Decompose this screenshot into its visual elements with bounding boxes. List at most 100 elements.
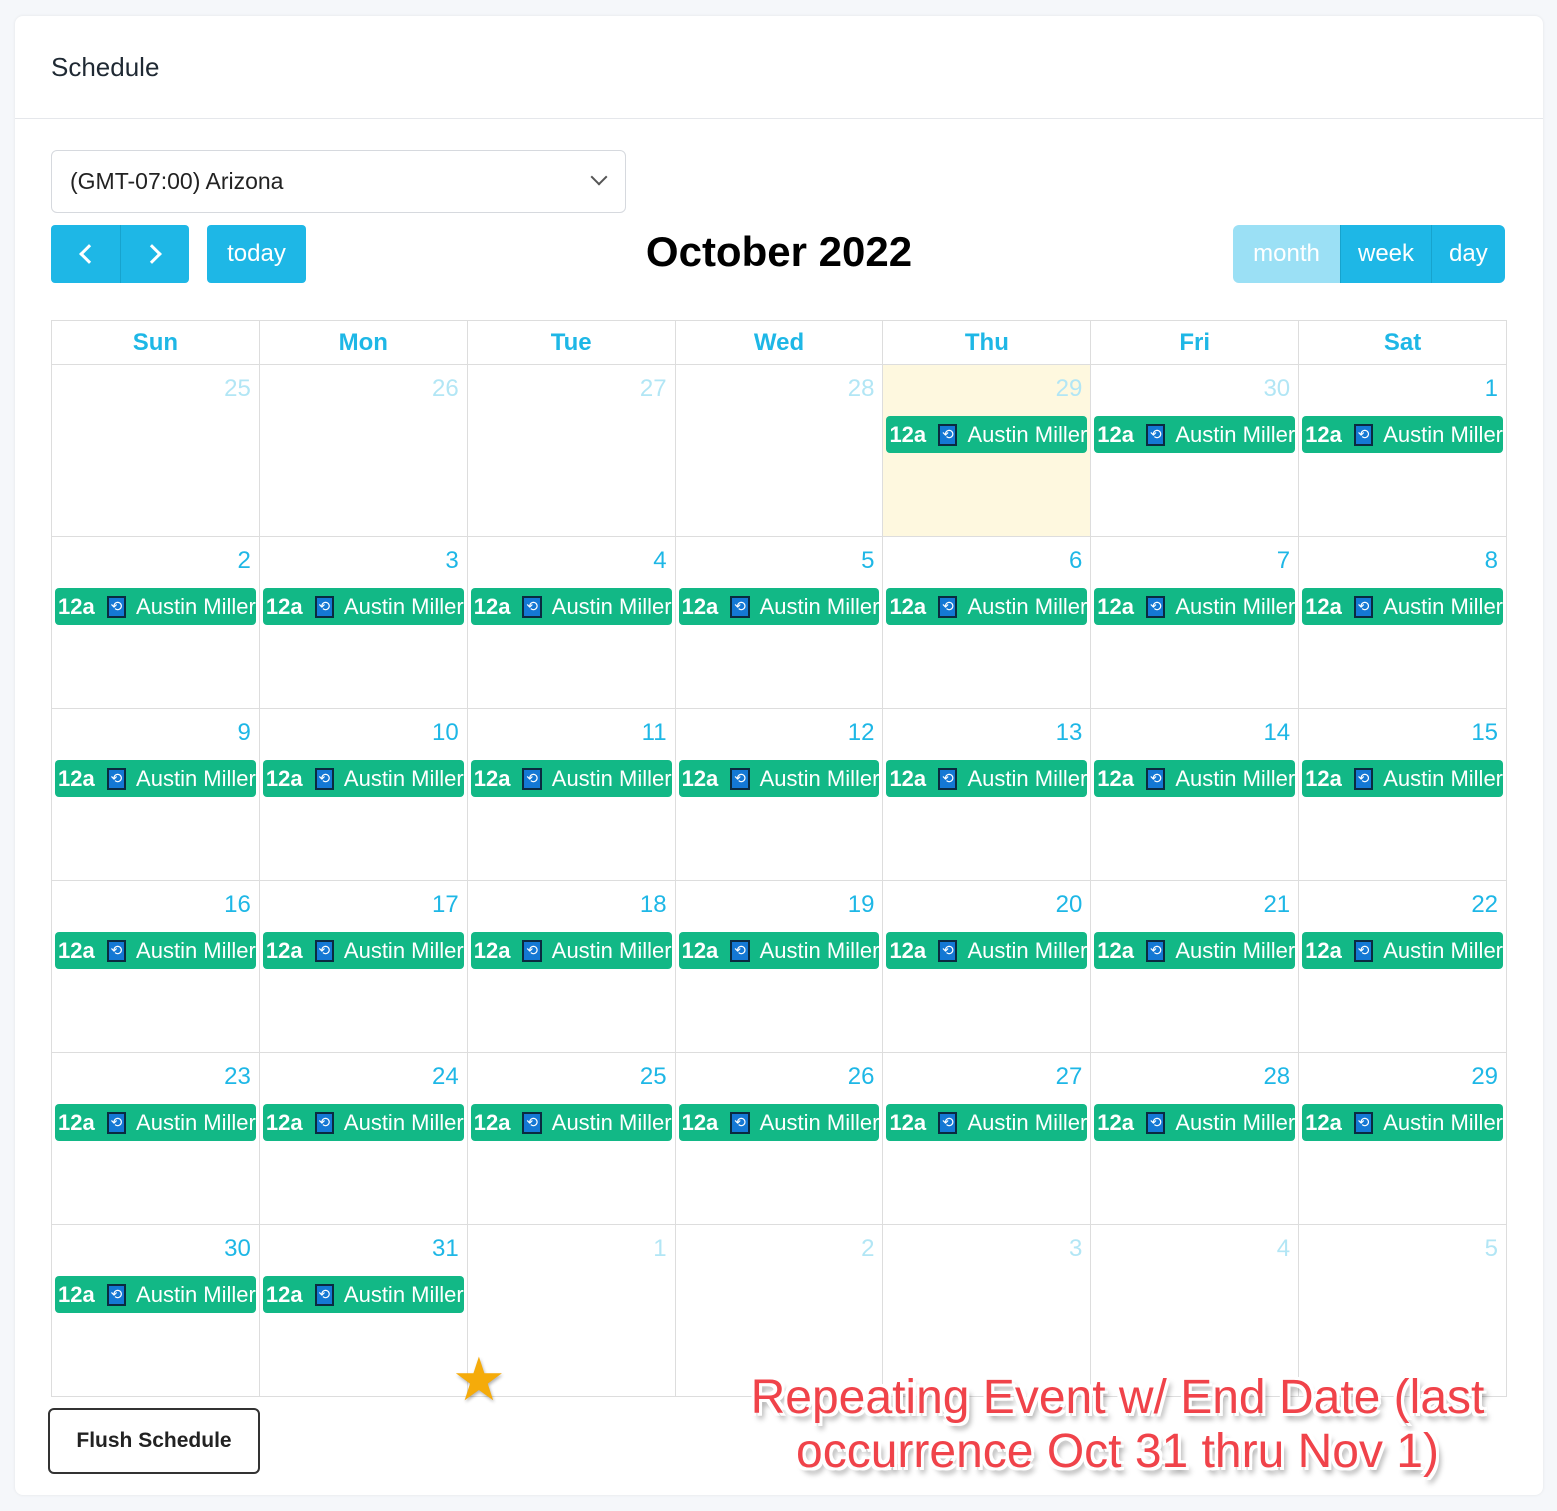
- day-number[interactable]: 4: [1276, 1235, 1291, 1262]
- day-cell[interactable]: 12 12a ⟲ Austin Miller: [675, 709, 884, 881]
- day-number[interactable]: 19: [847, 891, 875, 918]
- day-number[interactable]: 3: [445, 547, 459, 574]
- day-number[interactable]: 20: [1055, 891, 1083, 918]
- day-number[interactable]: 8: [1484, 547, 1499, 574]
- day-cell[interactable]: 5 12a ⟲ Austin Miller: [675, 537, 884, 709]
- day-cell[interactable]: 15 12a ⟲ Austin Miller: [1299, 709, 1508, 881]
- day-number[interactable]: 1: [653, 1235, 667, 1262]
- day-number[interactable]: 12: [847, 719, 875, 746]
- day-number[interactable]: 9: [237, 719, 251, 746]
- day-number[interactable]: 25: [224, 375, 251, 402]
- event-chip[interactable]: 12a ⟲ Austin Miller: [470, 932, 672, 969]
- event-chip[interactable]: 12a ⟲ Austin Miller: [262, 760, 464, 797]
- day-cell[interactable]: 26: [259, 365, 468, 537]
- day-cell[interactable]: 11 12a ⟲ Austin Miller: [467, 709, 676, 881]
- event-chip[interactable]: 12a ⟲ Austin Miller: [1302, 588, 1504, 625]
- event-chip[interactable]: 12a ⟲ Austin Miller: [678, 932, 880, 969]
- day-number[interactable]: 26: [432, 375, 459, 402]
- day-cell[interactable]: 3 12a ⟲ Austin Miller: [259, 537, 468, 709]
- day-cell[interactable]: 4: [1091, 1225, 1300, 1397]
- day-cell[interactable]: 8 12a ⟲ Austin Miller: [1299, 537, 1508, 709]
- day-number[interactable]: 7: [1276, 547, 1291, 574]
- day-number[interactable]: 26: [847, 1063, 875, 1090]
- event-chip[interactable]: 12a ⟲ Austin Miller: [55, 1104, 256, 1141]
- event-chip[interactable]: 12a ⟲ Austin Miller: [470, 760, 672, 797]
- day-number[interactable]: 22: [1471, 891, 1499, 918]
- day-number[interactable]: 11: [641, 719, 667, 746]
- day-cell[interactable]: 16 12a ⟲ Austin Miller: [52, 881, 260, 1053]
- day-number[interactable]: 31: [432, 1235, 459, 1262]
- day-cell[interactable]: 10 12a ⟲ Austin Miller: [259, 709, 468, 881]
- day-cell[interactable]: 23 12a ⟲ Austin Miller: [52, 1053, 260, 1225]
- day-number[interactable]: 6: [1068, 547, 1083, 574]
- day-number[interactable]: 23: [224, 1063, 251, 1090]
- prev-button[interactable]: [51, 225, 120, 283]
- day-cell[interactable]: 30 12a ⟲ Austin Miller: [1091, 365, 1300, 537]
- event-chip[interactable]: 12a ⟲ Austin Miller: [886, 932, 1088, 969]
- day-cell[interactable]: 28 12a ⟲ Austin Miller: [1091, 1053, 1300, 1225]
- view-day-button[interactable]: day: [1431, 225, 1505, 283]
- day-cell[interactable]: 14 12a ⟲ Austin Miller: [1091, 709, 1300, 881]
- day-number[interactable]: 13: [1055, 719, 1083, 746]
- day-cell[interactable]: 25: [52, 365, 260, 537]
- day-number[interactable]: 14: [1263, 719, 1291, 746]
- event-chip[interactable]: 12a ⟲ Austin Miller: [55, 1276, 256, 1313]
- timezone-select[interactable]: (GMT-07:00) Arizona: [51, 150, 626, 213]
- day-cell[interactable]: 26 12a ⟲ Austin Miller: [675, 1053, 884, 1225]
- day-number[interactable]: 2: [237, 547, 251, 574]
- event-chip[interactable]: 12a ⟲ Austin Miller: [678, 1104, 880, 1141]
- event-chip[interactable]: 12a ⟲ Austin Miller: [55, 932, 256, 969]
- event-chip[interactable]: 12a ⟲ Austin Miller: [1302, 760, 1504, 797]
- event-chip[interactable]: 12a ⟲ Austin Miller: [1094, 932, 1296, 969]
- day-number[interactable]: 30: [1263, 375, 1291, 402]
- day-cell[interactable]: 29 12a ⟲ Austin Miller: [1299, 1053, 1508, 1225]
- day-number[interactable]: 5: [861, 547, 875, 574]
- day-number[interactable]: 25: [639, 1063, 667, 1090]
- day-cell[interactable]: 20 12a ⟲ Austin Miller: [883, 881, 1092, 1053]
- day-number[interactable]: 27: [1055, 1063, 1083, 1090]
- day-number[interactable]: 28: [847, 375, 875, 402]
- day-cell[interactable]: 22 12a ⟲ Austin Miller: [1299, 881, 1508, 1053]
- day-cell[interactable]: 5: [1299, 1225, 1508, 1397]
- event-chip[interactable]: 12a ⟲ Austin Miller: [1302, 1104, 1504, 1141]
- day-number[interactable]: 17: [432, 891, 459, 918]
- day-number[interactable]: 2: [861, 1235, 875, 1262]
- day-cell[interactable]: 27: [467, 365, 676, 537]
- day-number[interactable]: 3: [1068, 1235, 1083, 1262]
- event-chip[interactable]: 12a ⟲ Austin Miller: [1094, 1104, 1296, 1141]
- day-cell[interactable]: 24 12a ⟲ Austin Miller: [259, 1053, 468, 1225]
- event-chip[interactable]: 12a ⟲ Austin Miller: [886, 760, 1088, 797]
- event-chip[interactable]: 12a ⟲ Austin Miller: [1094, 760, 1296, 797]
- day-cell[interactable]: 21 12a ⟲ Austin Miller: [1091, 881, 1300, 1053]
- day-cell[interactable]: 27 12a ⟲ Austin Miller: [883, 1053, 1092, 1225]
- day-number[interactable]: 5: [1484, 1235, 1499, 1262]
- event-chip[interactable]: 12a ⟲ Austin Miller: [262, 1104, 464, 1141]
- day-cell[interactable]: 19 12a ⟲ Austin Miller: [675, 881, 884, 1053]
- day-cell[interactable]: 17 12a ⟲ Austin Miller: [259, 881, 468, 1053]
- event-chip[interactable]: 12a ⟲ Austin Miller: [262, 1276, 464, 1313]
- day-number[interactable]: 29: [1055, 375, 1083, 402]
- view-week-button[interactable]: week: [1340, 225, 1432, 283]
- event-chip[interactable]: 12a ⟲ Austin Miller: [678, 588, 880, 625]
- day-cell[interactable]: 9 12a ⟲ Austin Miller: [52, 709, 260, 881]
- event-chip[interactable]: 12a ⟲ Austin Miller: [262, 932, 464, 969]
- day-number[interactable]: 29: [1471, 1063, 1499, 1090]
- view-month-button[interactable]: month: [1233, 225, 1340, 283]
- day-cell[interactable]: 31 12a ⟲ Austin Miller: [259, 1225, 468, 1397]
- event-chip[interactable]: 12a ⟲ Austin Miller: [886, 416, 1088, 453]
- day-number[interactable]: 15: [1471, 719, 1499, 746]
- event-chip[interactable]: 12a ⟲ Austin Miller: [55, 760, 256, 797]
- day-cell[interactable]: 1: [467, 1225, 676, 1397]
- day-cell[interactable]: 29 12a ⟲ Austin Miller: [883, 365, 1092, 537]
- day-number[interactable]: 27: [639, 375, 667, 402]
- event-chip[interactable]: 12a ⟲ Austin Miller: [1094, 588, 1296, 625]
- day-cell[interactable]: 7 12a ⟲ Austin Miller: [1091, 537, 1300, 709]
- event-chip[interactable]: 12a ⟲ Austin Miller: [262, 588, 464, 625]
- day-cell[interactable]: 13 12a ⟲ Austin Miller: [883, 709, 1092, 881]
- day-number[interactable]: 21: [1263, 891, 1291, 918]
- event-chip[interactable]: 12a ⟲ Austin Miller: [1302, 932, 1504, 969]
- day-number[interactable]: 24: [432, 1063, 459, 1090]
- day-cell[interactable]: 4 12a ⟲ Austin Miller: [467, 537, 676, 709]
- day-cell[interactable]: 2 12a ⟲ Austin Miller: [52, 537, 260, 709]
- event-chip[interactable]: 12a ⟲ Austin Miller: [55, 588, 256, 625]
